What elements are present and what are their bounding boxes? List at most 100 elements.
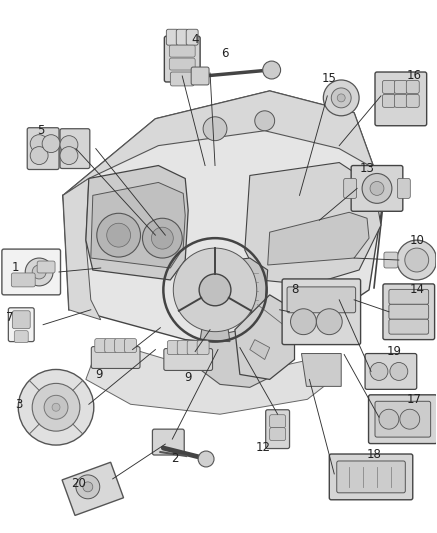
FancyBboxPatch shape — [337, 461, 405, 493]
Circle shape — [76, 475, 100, 499]
FancyBboxPatch shape — [153, 429, 184, 455]
FancyBboxPatch shape — [8, 308, 34, 342]
Circle shape — [32, 383, 80, 431]
Circle shape — [263, 61, 281, 79]
Circle shape — [203, 117, 227, 141]
Circle shape — [331, 88, 351, 108]
Circle shape — [255, 111, 274, 131]
Text: 13: 13 — [360, 162, 375, 175]
Polygon shape — [62, 462, 124, 515]
FancyBboxPatch shape — [368, 395, 437, 443]
Polygon shape — [302, 353, 341, 386]
FancyBboxPatch shape — [406, 94, 419, 107]
FancyBboxPatch shape — [394, 94, 407, 107]
Polygon shape — [235, 295, 295, 379]
FancyBboxPatch shape — [2, 249, 60, 295]
FancyBboxPatch shape — [164, 349, 212, 370]
FancyBboxPatch shape — [343, 179, 357, 198]
Circle shape — [60, 147, 78, 165]
Circle shape — [199, 274, 231, 306]
FancyBboxPatch shape — [287, 287, 356, 313]
Circle shape — [107, 223, 131, 247]
Text: 6: 6 — [221, 46, 229, 60]
FancyBboxPatch shape — [167, 341, 179, 354]
Circle shape — [32, 265, 46, 279]
Text: 1: 1 — [11, 262, 19, 274]
FancyBboxPatch shape — [12, 311, 30, 329]
FancyBboxPatch shape — [282, 279, 361, 345]
FancyBboxPatch shape — [27, 128, 59, 169]
Circle shape — [370, 181, 384, 196]
FancyBboxPatch shape — [394, 80, 407, 93]
Text: 12: 12 — [255, 441, 270, 454]
Polygon shape — [250, 340, 270, 360]
Circle shape — [362, 173, 392, 203]
Circle shape — [379, 409, 399, 429]
Circle shape — [316, 309, 342, 335]
Polygon shape — [91, 182, 185, 268]
Text: 16: 16 — [406, 69, 421, 83]
FancyBboxPatch shape — [389, 319, 429, 334]
FancyBboxPatch shape — [382, 80, 395, 93]
Text: 7: 7 — [6, 311, 13, 324]
FancyBboxPatch shape — [365, 353, 417, 389]
Circle shape — [83, 482, 93, 492]
FancyBboxPatch shape — [197, 341, 209, 354]
Circle shape — [25, 258, 53, 286]
Circle shape — [52, 403, 60, 411]
FancyBboxPatch shape — [191, 67, 209, 85]
FancyBboxPatch shape — [187, 341, 199, 354]
FancyBboxPatch shape — [383, 284, 435, 340]
Text: 5: 5 — [38, 124, 45, 137]
Circle shape — [30, 147, 48, 165]
FancyBboxPatch shape — [384, 252, 398, 268]
FancyBboxPatch shape — [406, 80, 419, 93]
Circle shape — [152, 227, 173, 249]
FancyBboxPatch shape — [91, 346, 140, 368]
FancyBboxPatch shape — [329, 454, 413, 500]
FancyBboxPatch shape — [351, 166, 403, 211]
Polygon shape — [245, 163, 381, 285]
FancyBboxPatch shape — [11, 273, 35, 287]
FancyBboxPatch shape — [382, 94, 395, 107]
Circle shape — [370, 362, 388, 381]
Circle shape — [390, 362, 408, 381]
Text: 10: 10 — [409, 233, 424, 247]
FancyBboxPatch shape — [60, 129, 90, 168]
FancyBboxPatch shape — [389, 304, 429, 319]
Text: 17: 17 — [406, 393, 421, 406]
FancyBboxPatch shape — [169, 58, 195, 70]
FancyBboxPatch shape — [375, 401, 430, 437]
Polygon shape — [63, 91, 384, 196]
Text: 9: 9 — [95, 368, 103, 381]
Circle shape — [400, 409, 420, 429]
Polygon shape — [195, 258, 268, 315]
Circle shape — [30, 135, 48, 152]
Text: 19: 19 — [386, 345, 401, 358]
FancyBboxPatch shape — [389, 289, 429, 304]
Circle shape — [173, 248, 257, 332]
Circle shape — [42, 135, 60, 152]
FancyBboxPatch shape — [164, 36, 200, 82]
Circle shape — [323, 80, 359, 116]
FancyBboxPatch shape — [375, 72, 427, 126]
FancyBboxPatch shape — [14, 330, 28, 343]
Circle shape — [60, 136, 78, 154]
FancyBboxPatch shape — [266, 410, 290, 449]
FancyBboxPatch shape — [177, 341, 189, 354]
Polygon shape — [200, 308, 230, 342]
Circle shape — [397, 240, 437, 280]
Circle shape — [337, 94, 345, 102]
FancyBboxPatch shape — [125, 338, 136, 352]
FancyBboxPatch shape — [176, 29, 188, 45]
Text: 9: 9 — [184, 371, 192, 384]
FancyBboxPatch shape — [114, 338, 127, 352]
FancyBboxPatch shape — [270, 415, 285, 427]
FancyBboxPatch shape — [95, 338, 107, 352]
FancyBboxPatch shape — [37, 261, 55, 273]
Polygon shape — [86, 340, 339, 414]
Text: 15: 15 — [322, 72, 337, 85]
Polygon shape — [86, 166, 188, 280]
Text: 18: 18 — [367, 448, 382, 461]
FancyBboxPatch shape — [166, 29, 178, 45]
